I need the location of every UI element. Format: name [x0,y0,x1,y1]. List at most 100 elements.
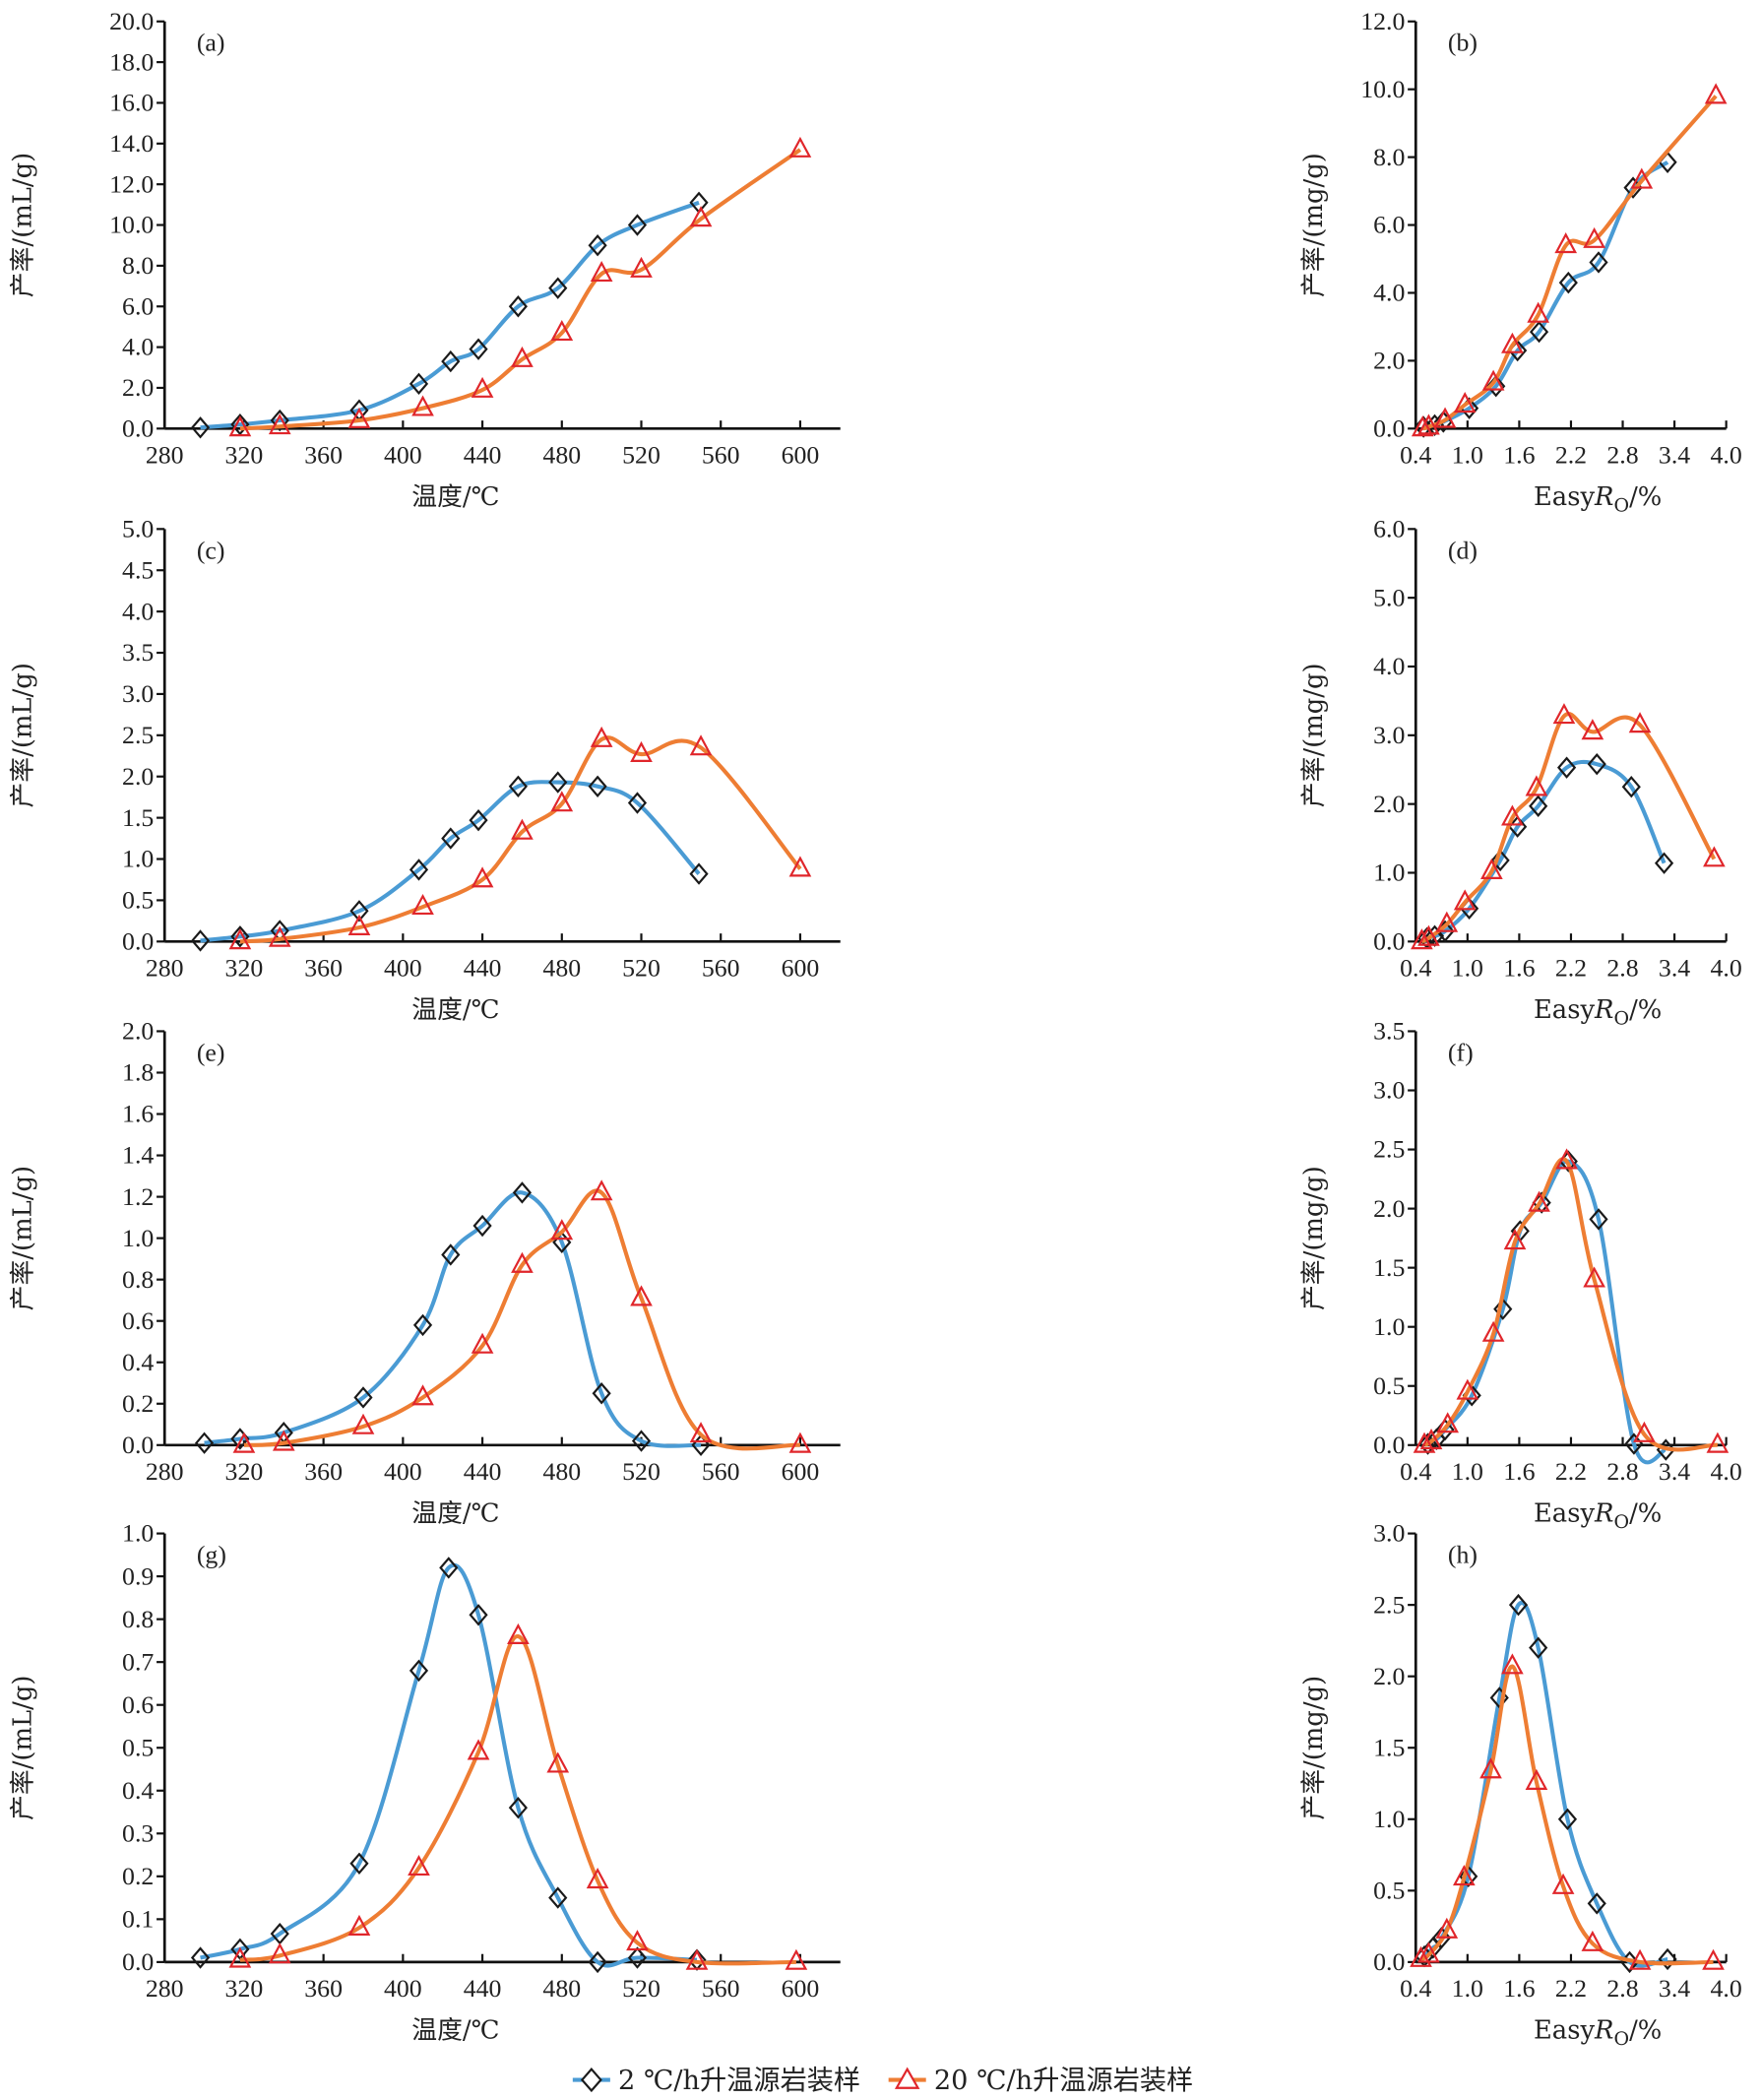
data-point-triangle [586,1867,609,1889]
x-tick-label: 320 [225,1457,264,1486]
data-point-triangle [268,1942,291,1964]
y-tick-label: 4.0 [1373,652,1405,680]
data-point-diamond [631,1430,652,1452]
y-tick-label: 10.0 [1360,75,1405,103]
legend: 2 ℃/h升温源岩装样 20 ℃/h升温源岩装样 [572,2066,1193,2096]
y-tick-label: 1.0 [1373,859,1405,887]
data-point-diamond [439,1557,459,1579]
data-point-diamond [412,1313,433,1337]
x-tick-label: 360 [304,954,343,983]
data-point-diamond [472,1214,492,1238]
y-tick-label: 4.5 [122,555,154,584]
data-point-diamond [1587,1892,1606,1915]
data-point-triangle [1525,775,1548,796]
x-tick-label: 2.2 [1555,1974,1587,2003]
y-tick-label: 4.0 [122,333,154,361]
data-point-triangle [1456,1378,1479,1400]
data-point-diamond [512,1181,533,1204]
data-point-triangle [411,893,434,916]
x-tick-label: 4.0 [1711,1457,1742,1486]
data-point-triangle [1436,1412,1460,1433]
panel-h: 0.0 0.5 1.0 1.5 2.0 2.5 3.0 0.4 1.0 1.6 2.2 2.8 3.4 4… [1299,1519,1742,2050]
data-point-triangle [689,206,713,227]
x-tick-label: 480 [542,1974,581,2003]
y-axis-label: 产率/(mL/g) [8,1676,37,1820]
data-point-triangle [1554,232,1578,254]
y-tick-label: 1.5 [1373,1253,1405,1282]
data-point-diamond [270,409,289,432]
panel-label: (c) [197,536,225,564]
data-point-triangle [1481,369,1505,391]
x-tick-label: 440 [464,441,502,470]
x-tick-label: 480 [542,1457,581,1486]
x-tick-label: 3.4 [1659,441,1690,470]
y-tick-label: 1.0 [1373,1805,1405,1833]
series-line-1 [200,780,701,943]
data-point-triangle [1633,1421,1656,1442]
data-point-triangle [1411,928,1433,950]
y-tick-label: 3.5 [1373,1017,1405,1046]
y-tick-label: 0.0 [122,1431,154,1459]
data-point-triangle [1417,924,1440,946]
x-axis-label: EasyRO/% [1534,995,1662,1030]
data-point-diamond [588,775,607,797]
panel-label: (b) [1448,29,1478,57]
data-point-diamond [548,1886,568,1909]
y-axis-label: 产率/(mg/g) [1299,153,1329,297]
y-tick-label: 1.0 [122,1519,154,1548]
data-point-triangle [228,415,252,437]
x-tick-label: 0.4 [1400,441,1431,470]
data-point-diamond [353,1386,373,1409]
data-point-triangle [689,1422,713,1443]
data-point-diamond [508,295,528,318]
y-tick-label: 1.6 [122,1100,154,1128]
data-point-triangle [268,925,291,947]
data-point-triangle [1433,407,1457,428]
x-tick-label: 400 [384,441,422,470]
y-axis-label: 产率/(mL/g) [8,663,37,807]
y-tick-label: 0.0 [122,926,154,955]
data-point-triangle [347,914,371,935]
data-point-diamond [592,1382,611,1405]
x-tick-label: 400 [384,954,422,983]
y-tick-label: 1.0 [1373,1312,1405,1341]
y-tick-label: 3.0 [1373,1076,1405,1105]
x-tick-label: 4.0 [1711,441,1742,470]
data-point-triangle [1706,1432,1730,1453]
y-tick-label: 0.9 [122,1561,154,1590]
x-tick-label: 3.4 [1659,1974,1690,2003]
series-line-2 [239,148,802,431]
y-tick-label: 0.5 [1373,1876,1405,1904]
x-tick-label: 360 [304,441,343,470]
data-point-triangle [550,319,574,342]
data-point-triangle [788,1432,812,1453]
x-tick-label: 600 [782,1974,820,2003]
data-point-diamond [548,771,568,794]
data-point-diamond [1589,251,1608,274]
panel-label: (d) [1448,536,1478,564]
x-tick-label: 4.0 [1711,954,1742,983]
data-point-triangle [268,414,291,435]
data-point-triangle [1453,889,1477,911]
data-point-diamond [588,1950,607,1974]
panel-g: 0.0 0.1 0.2 0.3 0.4 0.5 0.6 0.7 0.8 0.9 1.0 280 320 3… [8,1519,841,2045]
y-axis-label: 产率/(mg/g) [1299,663,1329,807]
data-point-diamond [1529,795,1548,817]
data-point-triangle [788,856,812,877]
x-tick-label: 520 [622,954,660,983]
data-point-triangle [1528,1190,1550,1212]
x-tick-label: 560 [702,1457,740,1486]
data-point-triangle [347,407,371,428]
series-line-2 [243,1188,801,1451]
y-tick-label: 20.0 [109,7,154,35]
series-line-1 [204,1190,702,1448]
data-point-triangle [1583,226,1605,248]
data-point-diamond [194,1432,215,1454]
y-tick-label: 1.2 [122,1182,154,1211]
y-tick-label: 8.0 [122,251,154,280]
y-tick-label: 0.2 [122,1862,154,1890]
data-point-diamond [230,413,250,436]
y-tick-label: 0.4 [122,1776,154,1805]
data-point-triangle [411,1384,434,1406]
y-tick-label: 0.6 [122,1690,154,1719]
